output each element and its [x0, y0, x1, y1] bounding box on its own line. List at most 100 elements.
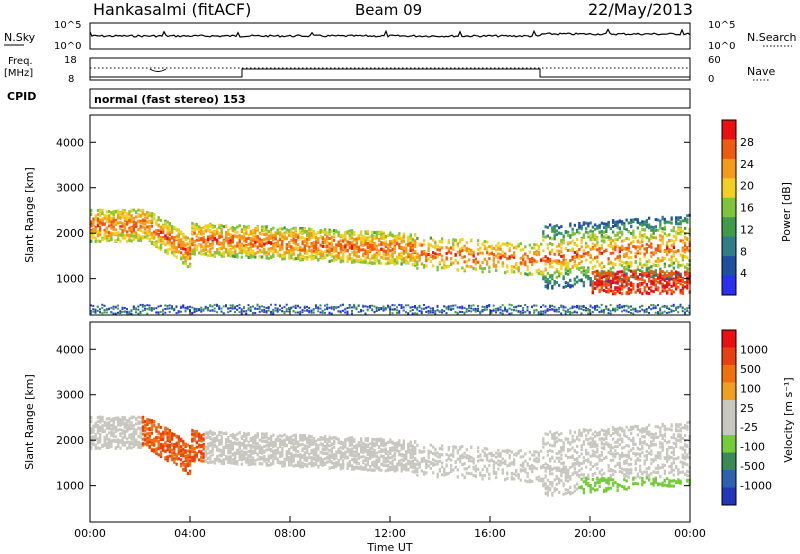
power-cell — [382, 305, 385, 308]
velocity-cell — [103, 435, 106, 439]
power-cell — [621, 232, 624, 236]
power-cell — [231, 304, 234, 307]
power-cell — [204, 225, 207, 229]
power-cell — [198, 232, 201, 235]
power-cell — [571, 255, 574, 259]
power-cell — [396, 255, 399, 259]
power-cell — [591, 311, 594, 314]
power-cell — [191, 240, 194, 244]
power-cell — [261, 255, 264, 259]
power-cell — [576, 228, 579, 232]
power-cell — [531, 260, 534, 264]
velocity-cell — [153, 443, 156, 447]
power-cell — [360, 237, 363, 241]
power-cell — [119, 227, 122, 231]
velocity-cell — [112, 434, 115, 438]
power-cell — [679, 232, 682, 236]
power-cell — [420, 243, 423, 247]
velocity-cell — [105, 433, 109, 437]
power-cell — [524, 304, 527, 306]
power-cell — [465, 260, 468, 264]
power-cell — [625, 252, 628, 256]
velocity-cell — [117, 428, 120, 432]
power-cell — [477, 310, 479, 312]
power-cell — [132, 234, 136, 238]
power-cell — [625, 310, 628, 313]
power-cell — [639, 231, 642, 234]
power-cell — [630, 255, 633, 259]
power-cell — [371, 237, 374, 241]
power-cell — [357, 249, 360, 253]
power-cell — [164, 224, 167, 228]
power-cell — [670, 238, 673, 242]
power-cell — [675, 270, 678, 274]
power-cell — [288, 229, 291, 233]
power-cell — [605, 290, 608, 294]
power-cell — [679, 220, 682, 224]
power-cell — [666, 277, 669, 281]
power-cell — [128, 234, 131, 238]
power-cell — [661, 270, 664, 274]
power-cell — [99, 230, 102, 234]
power-cell — [681, 240, 684, 244]
power-cell — [285, 250, 288, 254]
power-cell — [600, 235, 603, 239]
power-cell — [407, 239, 410, 243]
power-cell — [657, 228, 660, 232]
velocity-cell — [144, 429, 147, 433]
power-cell — [591, 225, 594, 229]
power-cell — [283, 305, 286, 308]
velocity-cell — [144, 433, 147, 437]
power-cell — [684, 270, 687, 274]
power-cell — [317, 239, 320, 243]
power-cell — [157, 233, 160, 237]
power-cell — [193, 226, 196, 230]
power-cell — [297, 235, 300, 239]
power-cell — [220, 227, 223, 231]
frequency-panel: Freq. [MHz] 18 8 60 0 Nave — [4, 55, 775, 85]
power-cell — [209, 305, 212, 308]
power-cell — [121, 232, 124, 236]
power-cell — [423, 304, 425, 306]
power-cell — [609, 285, 612, 289]
power-cell — [605, 307, 608, 310]
power-cell — [576, 230, 579, 234]
power-cell — [200, 232, 203, 236]
power-cell — [301, 227, 304, 230]
power-cell — [661, 284, 664, 288]
power-cell — [123, 225, 127, 229]
power-cell — [351, 246, 354, 250]
power-cell — [483, 267, 486, 270]
power-cell — [202, 238, 205, 242]
power-cell — [672, 250, 675, 254]
power-cell — [387, 234, 390, 238]
power-cell — [546, 271, 549, 275]
power-cell — [504, 253, 507, 257]
power-cell — [319, 250, 322, 254]
power-cell — [193, 307, 196, 310]
velocity-cell — [117, 418, 120, 422]
power-cell — [225, 248, 228, 251]
power-cell — [470, 252, 473, 256]
power-cell — [294, 239, 297, 242]
power-cell — [218, 223, 221, 227]
velocity-cell — [135, 417, 138, 421]
power-cell — [416, 263, 419, 266]
freq-label-line2: [MHz] — [4, 68, 33, 79]
power-cell — [607, 269, 610, 273]
power-cell — [177, 250, 180, 254]
power-cell — [618, 231, 621, 234]
power-cell — [272, 308, 275, 311]
velocity-cell — [150, 425, 154, 429]
power-cell — [310, 236, 313, 240]
velocity-cell — [128, 425, 131, 429]
power-cell — [630, 290, 633, 294]
velocity-cell — [130, 446, 133, 450]
power-cell — [279, 236, 282, 239]
velocity-cell — [139, 426, 142, 430]
power-cell — [605, 277, 608, 281]
power-cell — [317, 307, 320, 310]
velocity-cell — [123, 443, 127, 447]
power-cell — [391, 261, 394, 264]
power-cell — [504, 271, 507, 275]
